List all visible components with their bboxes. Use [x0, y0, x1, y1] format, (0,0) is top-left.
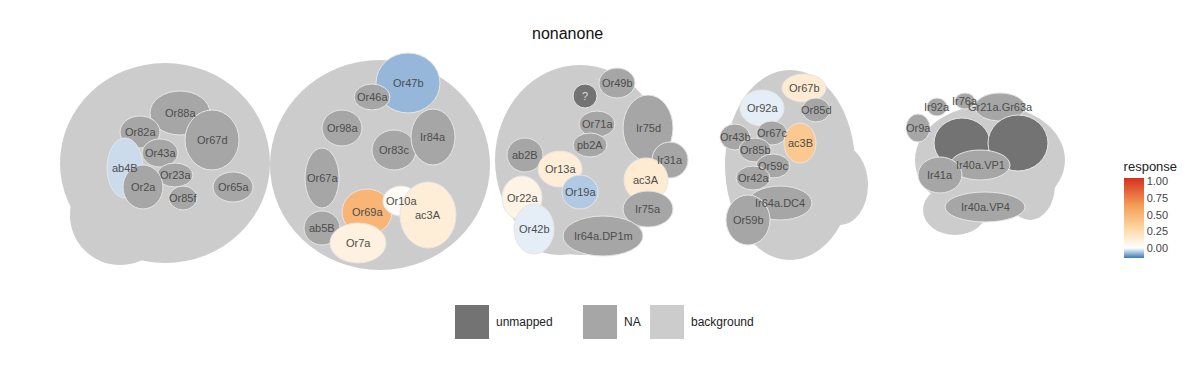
svg-text:0.00: 0.00	[1147, 242, 1168, 254]
svg-text:0.75: 0.75	[1147, 192, 1168, 204]
svg-text:Or88a: Or88a	[165, 107, 196, 119]
svg-text:Or92a: Or92a	[747, 102, 778, 114]
svg-text:Or83c: Or83c	[379, 144, 409, 156]
svg-text:?: ?	[582, 90, 588, 102]
svg-text:Or43b: Or43b	[720, 131, 751, 143]
svg-text:Or43a: Or43a	[145, 147, 176, 159]
svg-text:Or71a: Or71a	[582, 118, 613, 130]
svg-text:Or85d: Or85d	[801, 104, 832, 116]
svg-text:0.25: 0.25	[1147, 225, 1168, 237]
svg-text:Or22a: Or22a	[507, 192, 538, 204]
svg-text:Ir31a: Ir31a	[657, 154, 683, 166]
svg-text:Or9a: Or9a	[906, 122, 931, 134]
svg-text:Or19a: Or19a	[565, 186, 596, 198]
svg-text:background: background	[691, 315, 754, 329]
svg-text:ac3A: ac3A	[415, 209, 441, 221]
svg-text:Or7a: Or7a	[346, 237, 371, 249]
svg-text:unmapped: unmapped	[496, 315, 553, 329]
svg-text:Or67a: Or67a	[307, 172, 338, 184]
svg-text:Ir64a.DC4: Ir64a.DC4	[755, 197, 805, 209]
svg-text:1.00: 1.00	[1147, 175, 1168, 187]
svg-text:ac3B: ac3B	[788, 137, 813, 149]
svg-text:Ir75a: Ir75a	[635, 203, 661, 215]
svg-text:Ir41a: Ir41a	[927, 169, 953, 181]
svg-text:Or59c: Or59c	[758, 160, 788, 172]
svg-text:Or42b: Or42b	[519, 223, 550, 235]
svg-text:Or42a: Or42a	[738, 172, 769, 184]
svg-text:Gr21a.Gr63a: Gr21a.Gr63a	[968, 101, 1033, 113]
svg-text:Ir75d: Ir75d	[636, 122, 661, 134]
svg-text:Ir84a: Ir84a	[420, 131, 446, 143]
svg-text:ab5B: ab5B	[309, 222, 335, 234]
svg-text:Or2a: Or2a	[131, 181, 156, 193]
svg-text:Or23a: Or23a	[160, 169, 191, 181]
svg-text:Ir92a: Ir92a	[924, 101, 950, 113]
svg-text:Or49b: Or49b	[602, 77, 633, 89]
svg-text:nonanone: nonanone	[532, 25, 603, 42]
svg-text:Or10a: Or10a	[386, 195, 417, 207]
svg-text:Or67c: Or67c	[757, 127, 787, 139]
svg-text:pb2A: pb2A	[577, 139, 603, 151]
svg-text:Ir76a: Ir76a	[952, 95, 978, 107]
svg-text:0.50: 0.50	[1147, 209, 1168, 221]
svg-text:Or85b: Or85b	[740, 144, 771, 156]
svg-text:Ir40a.VP4: Ir40a.VP4	[961, 201, 1010, 213]
svg-text:Or59b: Or59b	[733, 214, 764, 226]
svg-text:Or46a: Or46a	[357, 91, 388, 103]
svg-text:NA: NA	[624, 315, 641, 329]
svg-text:Or82a: Or82a	[125, 126, 156, 138]
svg-text:Or98a: Or98a	[327, 122, 358, 134]
svg-text:ab4B: ab4B	[112, 162, 138, 174]
svg-text:Or85f: Or85f	[169, 192, 197, 204]
svg-text:ab2B: ab2B	[512, 149, 538, 161]
svg-text:Or13a: Or13a	[545, 163, 576, 175]
svg-text:ac3A: ac3A	[633, 174, 659, 186]
svg-text:Or67d: Or67d	[197, 134, 228, 146]
svg-text:response: response	[1124, 159, 1177, 174]
svg-text:Or47b: Or47b	[393, 77, 424, 89]
svg-text:Or65a: Or65a	[218, 181, 249, 193]
svg-text:Or67b: Or67b	[789, 82, 820, 94]
svg-text:Ir40a.VP1: Ir40a.VP1	[956, 159, 1005, 171]
svg-text:Or69a: Or69a	[352, 206, 383, 218]
svg-text:Ir64a.DP1m: Ir64a.DP1m	[574, 230, 633, 242]
